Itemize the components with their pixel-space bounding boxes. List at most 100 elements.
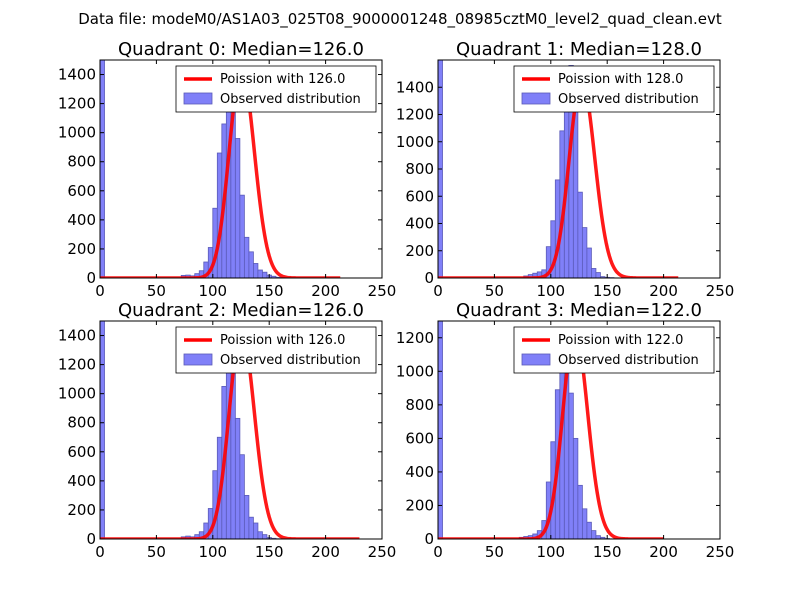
histogram-bar xyxy=(572,437,579,539)
axes-frame xyxy=(99,59,383,279)
legend-label-poisson: Poission with 126.0 xyxy=(220,333,345,348)
subplot-title: Quadrant 1: Median=128.0 xyxy=(456,39,702,60)
x-tick-label: 150 xyxy=(593,282,622,300)
histogram-bar xyxy=(581,508,588,539)
histogram-bar xyxy=(554,179,561,278)
poisson-curve xyxy=(100,329,361,539)
x-tick-label: 0 xyxy=(433,543,443,561)
y-tick-label: 1000 xyxy=(58,385,96,403)
x-tick-label: 200 xyxy=(311,543,340,561)
subplot-quadrant-2: 0 50 100 150 200 250 0 200 400 600 800 1000 1200 1400… xyxy=(58,300,397,561)
x-tick-label: 50 xyxy=(485,282,504,300)
axes-frame xyxy=(99,320,383,540)
legend-bar-swatch xyxy=(521,353,551,366)
y-tick-label: 1000 xyxy=(58,124,96,142)
x-tick-label: 50 xyxy=(147,282,166,300)
legend-label-observed: Observed distribution xyxy=(220,353,361,368)
legend-label-poisson: Poission with 126.0 xyxy=(220,72,345,87)
x-tick-label: 200 xyxy=(649,543,678,561)
x-tick-label: 200 xyxy=(311,282,340,300)
subplot-quadrant-1: 0 50 100 150 200 250 0 200 400 600 800 1000 1200 1400… xyxy=(396,39,735,300)
plot-area xyxy=(100,60,341,278)
x-tick-label: 250 xyxy=(706,282,735,300)
histogram-bar xyxy=(595,535,601,539)
x-tick-label: 0 xyxy=(95,282,105,300)
y-tick-label: 1200 xyxy=(396,106,434,124)
x-tick-label: 100 xyxy=(198,282,227,300)
y-tick-label: 600 xyxy=(67,443,96,461)
x-tick-label: 100 xyxy=(536,282,565,300)
x-tick-label: 250 xyxy=(368,543,397,561)
legend-bar-swatch xyxy=(183,353,213,366)
legend-bar-swatch xyxy=(183,92,213,105)
y-tick-label: 1000 xyxy=(396,362,434,380)
legend: Poission with 122.0 Observed distribution xyxy=(513,326,715,374)
histogram-bar xyxy=(253,522,259,539)
histogram-bar xyxy=(262,534,268,539)
y-tick-label: 800 xyxy=(67,153,96,171)
histogram-bar xyxy=(257,269,263,278)
subplot-quadrant-3: 0 50 100 150 200 250 0 200 400 600 800 1000 1200 Quad… xyxy=(396,300,735,561)
y-tick-label: 0 xyxy=(86,530,96,548)
y-tick-label: 0 xyxy=(424,530,434,548)
histogram-bar xyxy=(239,454,245,539)
legend-bar-swatch xyxy=(521,92,551,105)
histogram-bar xyxy=(595,272,601,278)
y-tick-label: 600 xyxy=(405,429,434,447)
histogram-bar xyxy=(438,321,443,539)
y-tick-label: 1400 xyxy=(396,78,434,96)
y-tick-label: 1000 xyxy=(396,133,434,151)
y-tick-label: 0 xyxy=(86,269,96,287)
y-tick-label: 1200 xyxy=(58,356,96,374)
histogram-bar xyxy=(253,263,259,278)
y-tick-label: 200 xyxy=(67,501,96,519)
subplot-title: Quadrant 3: Median=122.0 xyxy=(456,300,702,321)
histogram-bar xyxy=(248,251,254,278)
y-tick-label: 200 xyxy=(405,242,434,260)
y-tick-label: 600 xyxy=(67,182,96,200)
histogram-bar xyxy=(100,321,105,539)
histogram-bar xyxy=(243,236,250,278)
x-tick-label: 50 xyxy=(147,543,166,561)
histogram-bar xyxy=(572,107,579,278)
x-tick-label: 100 xyxy=(198,543,227,561)
histogram-bar xyxy=(100,60,105,278)
y-tick-label: 1200 xyxy=(396,329,434,347)
y-tick-label: 1400 xyxy=(58,66,96,84)
histogram-bar xyxy=(577,191,583,278)
legend: Poission with 128.0 Observed distribution xyxy=(513,65,715,113)
figure-suptitle: Data file: modeM0/AS1A03_025T08_90000012… xyxy=(78,10,722,29)
histogram-bar xyxy=(586,247,592,278)
x-tick-label: 250 xyxy=(368,282,397,300)
x-tick-label: 250 xyxy=(706,543,735,561)
plot-area xyxy=(100,321,361,539)
legend-label-poisson: Poission with 128.0 xyxy=(558,72,683,87)
y-tick-label: 400 xyxy=(67,472,96,490)
legend: Poission with 126.0 Observed distribution xyxy=(175,65,377,113)
legend-label-poisson: Poission with 122.0 xyxy=(558,333,683,348)
y-tick-label: 200 xyxy=(67,240,96,258)
y-tick-label: 400 xyxy=(67,211,96,229)
histogram-bar xyxy=(234,138,241,278)
legend-label-observed: Observed distribution xyxy=(558,353,699,368)
axes-frame xyxy=(437,320,721,540)
x-tick-label: 50 xyxy=(485,543,504,561)
y-tick-label: 800 xyxy=(67,414,96,432)
x-tick-label: 150 xyxy=(255,282,284,300)
x-tick-label: 150 xyxy=(593,543,622,561)
histogram-bar xyxy=(234,417,241,539)
y-tick-label: 400 xyxy=(405,215,434,233)
histogram-bar xyxy=(591,268,597,278)
histogram-bar xyxy=(586,521,592,539)
histogram-bar xyxy=(568,392,574,539)
x-tick-label: 150 xyxy=(255,543,284,561)
y-tick-label: 400 xyxy=(405,463,434,481)
histogram-bar xyxy=(257,531,263,539)
histogram-bar xyxy=(243,494,250,539)
subplot-quadrant-0: 0 50 100 150 200 250 0 200 400 600 800 1000 1200 1400… xyxy=(58,39,397,300)
histogram-bar xyxy=(248,516,254,539)
subplot-title: Quadrant 0: Median=126.0 xyxy=(118,39,364,60)
y-tick-label: 800 xyxy=(405,160,434,178)
histogram-bar xyxy=(581,227,588,278)
